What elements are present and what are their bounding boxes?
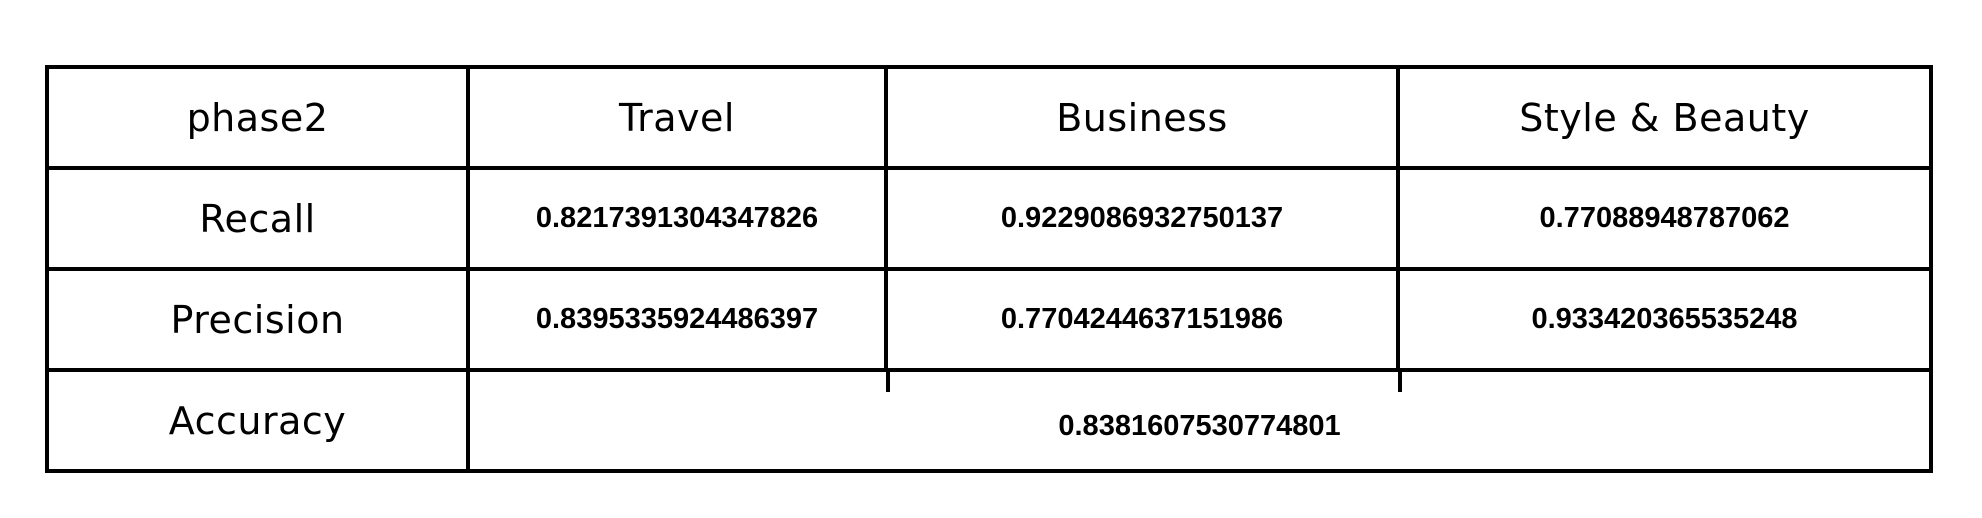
table-row-accuracy: Accuracy 0.8381607530774801 xyxy=(45,368,1933,473)
recall-business-value: 0.9229086932750137 xyxy=(884,166,1400,271)
row-label-precision: Precision xyxy=(45,267,470,372)
corner-label: phase2 xyxy=(45,65,470,170)
precision-travel-value: 0.8395335924486397 xyxy=(466,267,888,372)
column-header-business: Business xyxy=(884,65,1400,170)
table-row-recall: Recall 0.8217391304347826 0.922908693275… xyxy=(45,166,1933,271)
column-header-travel: Travel xyxy=(466,65,888,170)
precision-style-beauty-value: 0.933420365535248 xyxy=(1396,267,1933,372)
divider-tick xyxy=(886,374,890,392)
divider-tick xyxy=(1398,374,1402,392)
table-row-precision: Precision 0.8395335924486397 0.770424463… xyxy=(45,267,1933,372)
column-header-style-beauty: Style & Beauty xyxy=(1396,65,1933,170)
recall-style-beauty-value: 0.77088948787062 xyxy=(1396,166,1933,271)
recall-travel-value: 0.8217391304347826 xyxy=(466,166,888,271)
accuracy-merged-cell: 0.8381607530774801 xyxy=(466,368,1933,473)
row-label-accuracy: Accuracy xyxy=(45,368,470,473)
metrics-table: phase2 Travel Business Style & Beauty Re… xyxy=(45,65,1933,473)
precision-business-value: 0.7704244637151986 xyxy=(884,267,1400,372)
row-label-recall: Recall xyxy=(45,166,470,271)
header-row: phase2 Travel Business Style & Beauty xyxy=(45,65,1933,170)
accuracy-value: 0.8381607530774801 xyxy=(1058,410,1341,442)
